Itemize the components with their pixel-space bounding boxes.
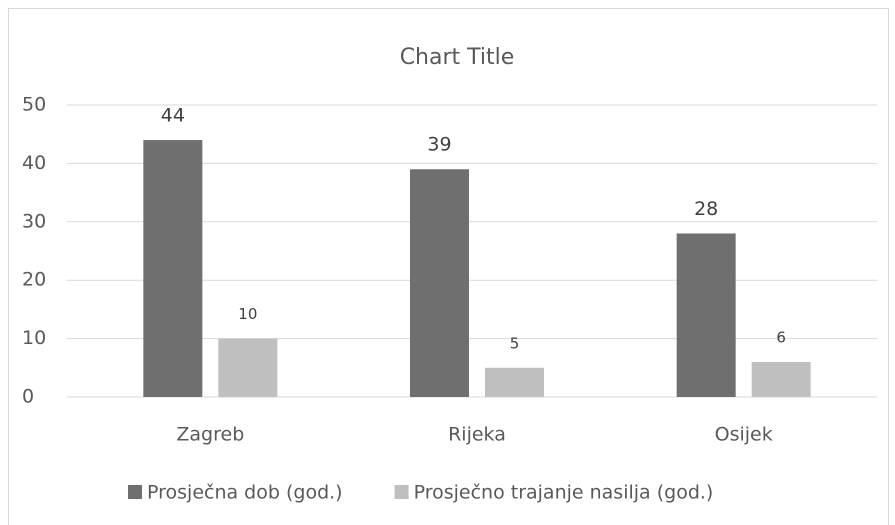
legend-swatch [394,485,409,499]
data-label: 6 [776,328,786,346]
bar [751,361,811,397]
y-tick-label: 20 [22,269,46,291]
y-tick-label: 30 [22,210,46,232]
y-tick-label: 40 [22,152,46,174]
legend-label: Prosječna dob (god.) [147,482,343,504]
legend-label: Prosječno trajanje nasilja (god.) [414,482,714,504]
bar [143,140,203,398]
data-label: 5 [510,334,520,352]
bar [410,169,469,397]
bar [676,233,736,397]
y-tick-label: 10 [22,327,46,349]
bar [485,367,544,397]
data-label: 44 [161,105,185,127]
legend-swatch [128,485,142,499]
y-tick-label: 50 [22,94,46,116]
chart-title: Chart Title [400,45,515,70]
data-label: 10 [238,305,257,323]
x-tick-label: Rijeka [448,424,506,446]
data-label: 39 [427,134,451,156]
bar [218,338,278,397]
y-tick-label: 0 [22,386,34,408]
x-tick-label: Osijek [715,424,773,446]
data-label: 28 [694,198,718,220]
x-tick-label: Zagreb [176,424,244,446]
